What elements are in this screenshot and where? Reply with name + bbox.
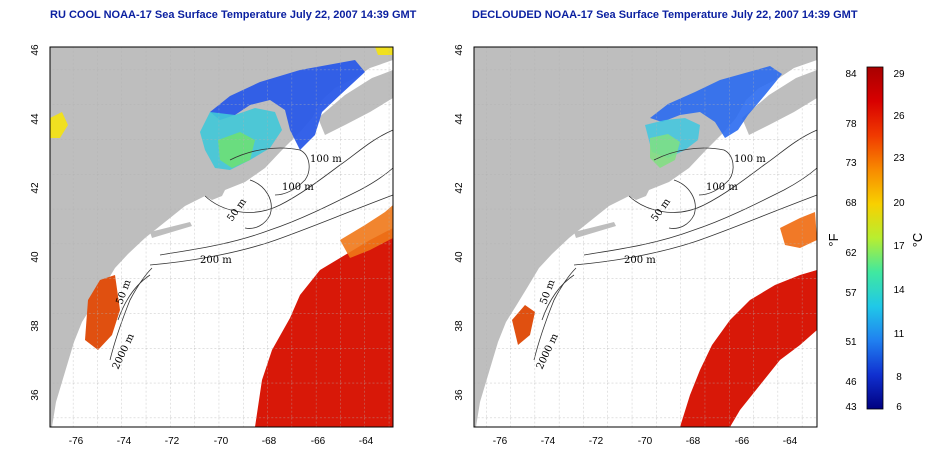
lon-tick: -72 bbox=[165, 436, 180, 447]
lat-tick: 46 bbox=[30, 44, 41, 56]
lat-axis: 46 44 42 40 38 36 bbox=[30, 44, 41, 401]
lat-lon-grid bbox=[50, 47, 393, 427]
c-tick: 14 bbox=[893, 285, 905, 296]
f-tick: 51 bbox=[845, 337, 857, 348]
c-tick: 11 bbox=[894, 329, 905, 340]
f-tick: 84 bbox=[845, 69, 857, 80]
lon-tick: -68 bbox=[686, 436, 701, 447]
lon-axis: -76 -74 -72 -70 -68 -66 -64 bbox=[493, 436, 798, 447]
lat-tick: 40 bbox=[454, 251, 465, 263]
contour-label-200m: 200 m bbox=[200, 255, 232, 266]
lat-tick: 36 bbox=[454, 389, 465, 401]
lat-axis: 46 44 42 40 38 36 bbox=[454, 44, 465, 401]
contour-label-100m-a: 100 m bbox=[734, 154, 766, 165]
left-map-panel: 100 m 100 m 50 m 200 m 50 m 2000 m 46 44… bbox=[30, 44, 394, 447]
lat-tick: 38 bbox=[30, 320, 41, 332]
left-panel-title: RU COOL NOAA-17 Sea Surface Temperature … bbox=[50, 9, 417, 21]
lat-lon-grid bbox=[474, 47, 817, 427]
f-tick: 78 bbox=[845, 119, 857, 130]
c-tick: 20 bbox=[893, 198, 905, 209]
c-tick: 8 bbox=[896, 372, 902, 383]
f-tick: 43 bbox=[845, 402, 857, 413]
lon-tick: -70 bbox=[214, 436, 229, 447]
lon-tick: -72 bbox=[589, 436, 604, 447]
f-tick: 62 bbox=[845, 248, 857, 259]
lon-tick: -64 bbox=[359, 436, 374, 447]
contour-label-100m-b: 100 m bbox=[706, 182, 738, 193]
lon-tick: -76 bbox=[493, 436, 508, 447]
lat-tick: 40 bbox=[30, 251, 41, 263]
lat-tick: 44 bbox=[454, 113, 465, 125]
lon-axis: -76 -74 -72 -70 -68 -66 -64 bbox=[69, 436, 374, 447]
f-tick: 46 bbox=[845, 377, 857, 388]
lon-tick: -64 bbox=[783, 436, 798, 447]
right-panel-title: DECLOUDED NOAA-17 Sea Surface Temperatur… bbox=[472, 9, 858, 21]
right-map-panel: 100 m 100 m 50 m 200 m 50 m 2000 m 46 44… bbox=[454, 44, 818, 447]
celsius-ticks: 29 26 23 20 17 14 11 8 6 bbox=[893, 69, 905, 413]
f-tick: 73 bbox=[845, 158, 857, 169]
lat-tick: 36 bbox=[30, 389, 41, 401]
lon-tick: -74 bbox=[541, 436, 556, 447]
contour-label-100m-a: 100 m bbox=[310, 154, 342, 165]
c-tick: 26 bbox=[893, 111, 905, 122]
fahrenheit-label: °F bbox=[826, 233, 841, 246]
lat-tick: 44 bbox=[30, 113, 41, 125]
lon-tick: -68 bbox=[262, 436, 277, 447]
lon-tick: -66 bbox=[735, 436, 750, 447]
c-tick: 6 bbox=[896, 402, 902, 413]
lat-tick: 42 bbox=[30, 182, 41, 194]
f-tick: 68 bbox=[845, 198, 857, 209]
celsius-label: °C bbox=[910, 233, 925, 248]
fahrenheit-ticks: 84 78 73 68 62 57 51 46 43 bbox=[845, 69, 857, 413]
lon-tick: -74 bbox=[117, 436, 132, 447]
c-tick: 17 bbox=[893, 241, 905, 252]
lat-tick: 38 bbox=[454, 320, 465, 332]
lon-tick: -66 bbox=[311, 436, 326, 447]
map-frame bbox=[49, 46, 394, 428]
f-tick: 57 bbox=[845, 288, 857, 299]
lon-tick: -70 bbox=[638, 436, 653, 447]
map-frame bbox=[473, 46, 818, 428]
c-tick: 29 bbox=[893, 69, 905, 80]
contour-label-100m-b: 100 m bbox=[282, 182, 314, 193]
lon-tick: -76 bbox=[69, 436, 84, 447]
colorbar-gradient bbox=[866, 66, 884, 410]
contour-label-200m: 200 m bbox=[624, 255, 656, 266]
c-tick: 23 bbox=[893, 153, 905, 164]
lat-tick: 46 bbox=[454, 44, 465, 56]
temperature-colorbar: 84 78 73 68 62 57 51 46 43 29 26 23 20 1… bbox=[826, 66, 925, 413]
lat-tick: 42 bbox=[454, 182, 465, 194]
